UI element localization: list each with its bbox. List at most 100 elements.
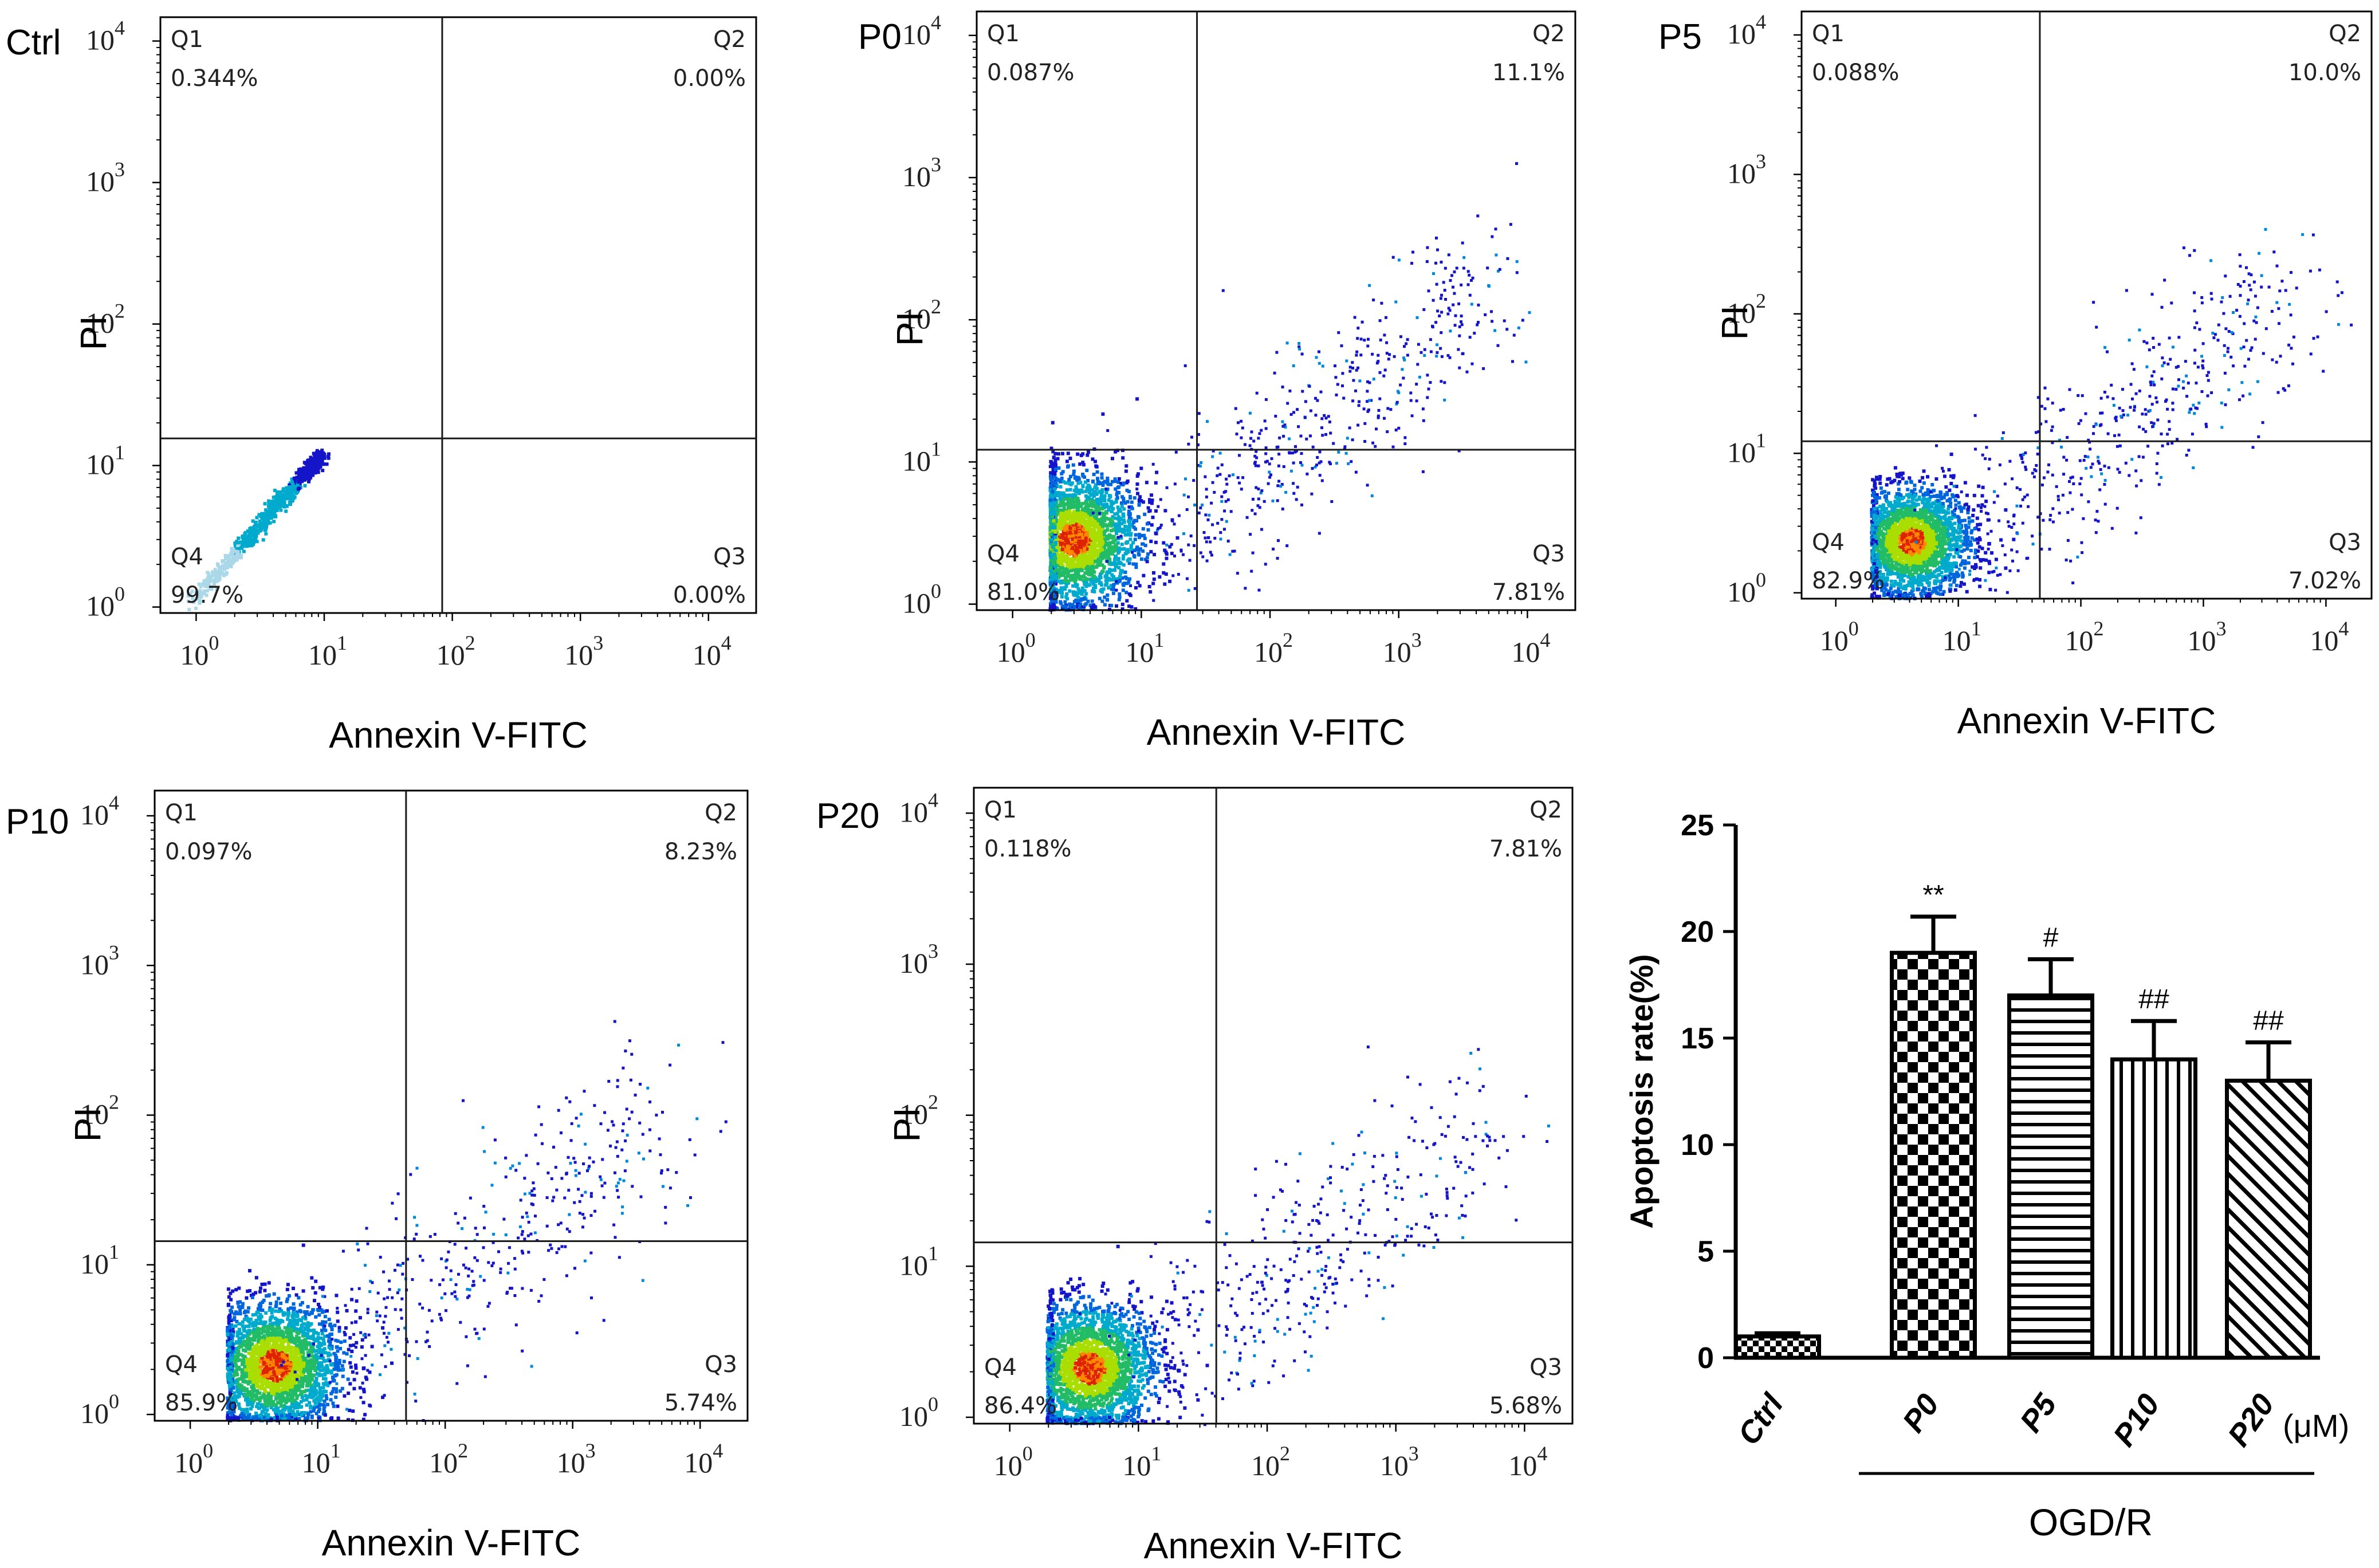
scatter-point bbox=[1444, 266, 1447, 270]
scatter-point bbox=[1142, 573, 1146, 577]
scatter-point bbox=[1371, 441, 1375, 445]
scatter-point bbox=[1151, 581, 1155, 585]
scatter-point bbox=[1141, 500, 1145, 504]
quadrant-q4-name: Q4 bbox=[171, 544, 203, 570]
x-axis-title: Annexin V-FITC bbox=[329, 714, 588, 756]
scatter-point bbox=[1114, 499, 1118, 503]
scatter-point bbox=[1359, 353, 1363, 357]
scatter-point bbox=[288, 490, 292, 494]
y-tick-exponent: 0 bbox=[115, 583, 125, 606]
y-tick-exponent: 1 bbox=[115, 441, 125, 464]
scatter-point bbox=[1345, 359, 1348, 363]
scatter-point bbox=[1281, 420, 1284, 423]
scatter-point bbox=[1466, 283, 1470, 286]
scatter-point bbox=[249, 537, 253, 541]
scatter-point bbox=[1288, 389, 1292, 392]
scatter-point bbox=[1136, 492, 1139, 496]
scatter-point bbox=[198, 601, 202, 605]
scatter-point bbox=[1353, 316, 1356, 319]
scatter-point bbox=[1351, 361, 1354, 364]
scatter-point bbox=[1048, 566, 1052, 570]
scatter-point bbox=[1224, 490, 1228, 493]
scatter-point bbox=[1435, 237, 1438, 239]
scatter-point bbox=[1086, 599, 1090, 603]
scatter-point bbox=[1164, 550, 1168, 554]
scatter-point bbox=[1054, 477, 1058, 481]
scatter-point bbox=[206, 584, 210, 588]
scatter-point bbox=[218, 575, 222, 579]
scatter-point bbox=[246, 529, 250, 533]
quadrant-q4-value: 99.7% bbox=[171, 582, 243, 608]
scatter-point bbox=[264, 508, 268, 512]
scatter-point bbox=[1084, 537, 1088, 540]
scatter-point bbox=[1205, 559, 1209, 563]
scatter-point bbox=[1048, 474, 1052, 478]
scatter-point bbox=[290, 477, 294, 481]
x-tick-label: 100 bbox=[180, 631, 219, 671]
scatter-point bbox=[1276, 557, 1279, 560]
scatter-point bbox=[1249, 437, 1253, 440]
scatter-point bbox=[1318, 450, 1322, 454]
scatter-point bbox=[286, 486, 290, 490]
scatter-point bbox=[1058, 480, 1062, 484]
scatter-point bbox=[1094, 560, 1097, 564]
y-tick-label: 104 bbox=[902, 11, 941, 50]
scatter-point bbox=[1274, 414, 1277, 418]
scatter-point bbox=[1190, 435, 1193, 439]
scatter-point bbox=[258, 523, 262, 527]
scatter-point bbox=[1077, 500, 1081, 504]
scatter-point bbox=[1168, 579, 1172, 583]
scatter-point bbox=[266, 518, 270, 522]
scatter-point bbox=[1072, 605, 1076, 609]
scatter-point bbox=[1356, 337, 1359, 340]
scatter-point bbox=[1126, 533, 1130, 537]
scatter-point bbox=[256, 524, 260, 528]
scatter-point bbox=[327, 452, 331, 456]
scatter-point bbox=[312, 451, 316, 455]
scatter-point bbox=[306, 465, 310, 469]
x-tick-exponent: 0 bbox=[1025, 628, 1036, 651]
plot-frame bbox=[159, 16, 757, 614]
scatter-point bbox=[1076, 508, 1079, 512]
scatter-point bbox=[1405, 342, 1408, 345]
scatter-point bbox=[1271, 499, 1275, 502]
scatter-point bbox=[1122, 563, 1126, 567]
scatter-point bbox=[1106, 476, 1110, 480]
scatter-point bbox=[1394, 300, 1398, 304]
scatter-point bbox=[1403, 436, 1407, 439]
scatter-point bbox=[1113, 480, 1117, 483]
scatter-point bbox=[1106, 505, 1109, 509]
scatter-point bbox=[1085, 469, 1089, 473]
scatter-point bbox=[1439, 347, 1442, 350]
scatter-point bbox=[1318, 532, 1321, 535]
scatter-point bbox=[318, 458, 323, 461]
scatter-point bbox=[306, 459, 310, 463]
scatter-point bbox=[1410, 262, 1413, 265]
scatter-point bbox=[1150, 523, 1154, 527]
scatter-point bbox=[1357, 404, 1360, 407]
scatter-point bbox=[1053, 530, 1057, 534]
scatter-point bbox=[1090, 537, 1094, 541]
scatter-point bbox=[1120, 602, 1124, 606]
scatter-point bbox=[1052, 570, 1056, 574]
scatter-point bbox=[263, 502, 267, 506]
scatter-point bbox=[1170, 552, 1174, 555]
scatter-point bbox=[1395, 400, 1399, 404]
scatter-point bbox=[1119, 535, 1123, 538]
scatter-point bbox=[1139, 466, 1143, 470]
scatter-point bbox=[1088, 516, 1092, 520]
scatter-point bbox=[1297, 342, 1301, 345]
scatter-points bbox=[1870, 227, 2353, 600]
scatter-point bbox=[1440, 331, 1443, 335]
scatter-point bbox=[1277, 464, 1280, 467]
scatter-point bbox=[1447, 306, 1450, 310]
scatter-point bbox=[1175, 536, 1179, 540]
scatter-point bbox=[1090, 543, 1094, 547]
scatter-point bbox=[249, 528, 253, 532]
x-tick-label: 101 bbox=[1125, 628, 1164, 668]
scatter-point bbox=[272, 520, 276, 524]
scatter-point bbox=[1052, 552, 1056, 556]
scatter-point bbox=[1095, 498, 1099, 501]
scatter-point bbox=[1056, 560, 1060, 564]
scatter-point bbox=[1206, 420, 1209, 423]
